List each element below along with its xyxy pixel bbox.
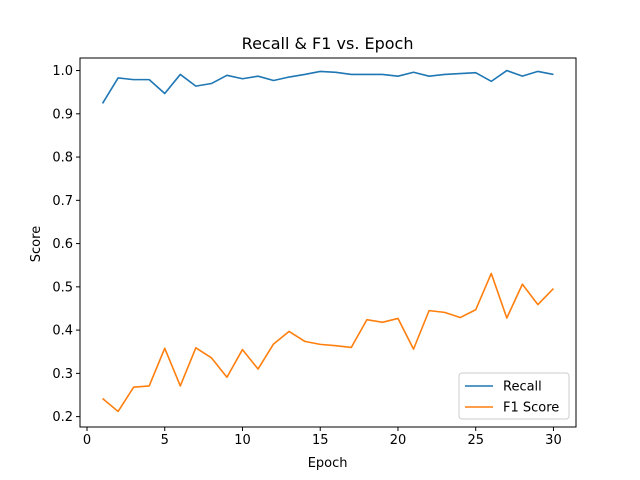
x-tick-label: 5 — [161, 433, 169, 448]
y-axis: 0.2 0.3 0.4 0.5 0.6 0.7 0.8 0.9 1.0 — [52, 64, 80, 425]
x-tick-label: 0 — [83, 433, 91, 448]
x-axis: 0 5 10 15 20 25 30 — [83, 427, 562, 448]
legend: Recall F1 Score — [458, 372, 570, 420]
series-layer — [101, 69, 555, 413]
y-tick-label: 1.0 — [52, 64, 73, 79]
x-tick-label: 20 — [390, 433, 407, 448]
series-line-f1-score — [102, 272, 555, 413]
y-tick-label: 0.4 — [52, 324, 73, 339]
x-tick-label: 15 — [312, 433, 329, 448]
y-tick-label: 0.3 — [52, 367, 73, 382]
y-tick-label: 0.7 — [52, 194, 73, 209]
x-tick-label: 10 — [234, 433, 251, 448]
plot-frame — [79, 57, 577, 428]
x-tick-label: 25 — [467, 433, 484, 448]
legend-entry: F1 Score — [503, 401, 559, 416]
x-axis-label: Epoch — [308, 456, 348, 471]
y-tick-label: 0.2 — [52, 410, 73, 425]
y-tick-label: 0.5 — [52, 280, 73, 295]
series-line-recall — [101, 69, 554, 104]
chart-title: Recall & F1 vs. Epoch — [242, 34, 414, 53]
y-tick-label: 0.9 — [52, 107, 73, 122]
y-tick-label: 0.8 — [52, 151, 73, 166]
plot-area — [79, 57, 577, 428]
y-tick-label: 0.6 — [52, 237, 73, 252]
y-axis-label: Score — [29, 226, 44, 262]
x-tick-label: 30 — [545, 433, 562, 448]
legend-entry: Recall — [503, 380, 542, 395]
